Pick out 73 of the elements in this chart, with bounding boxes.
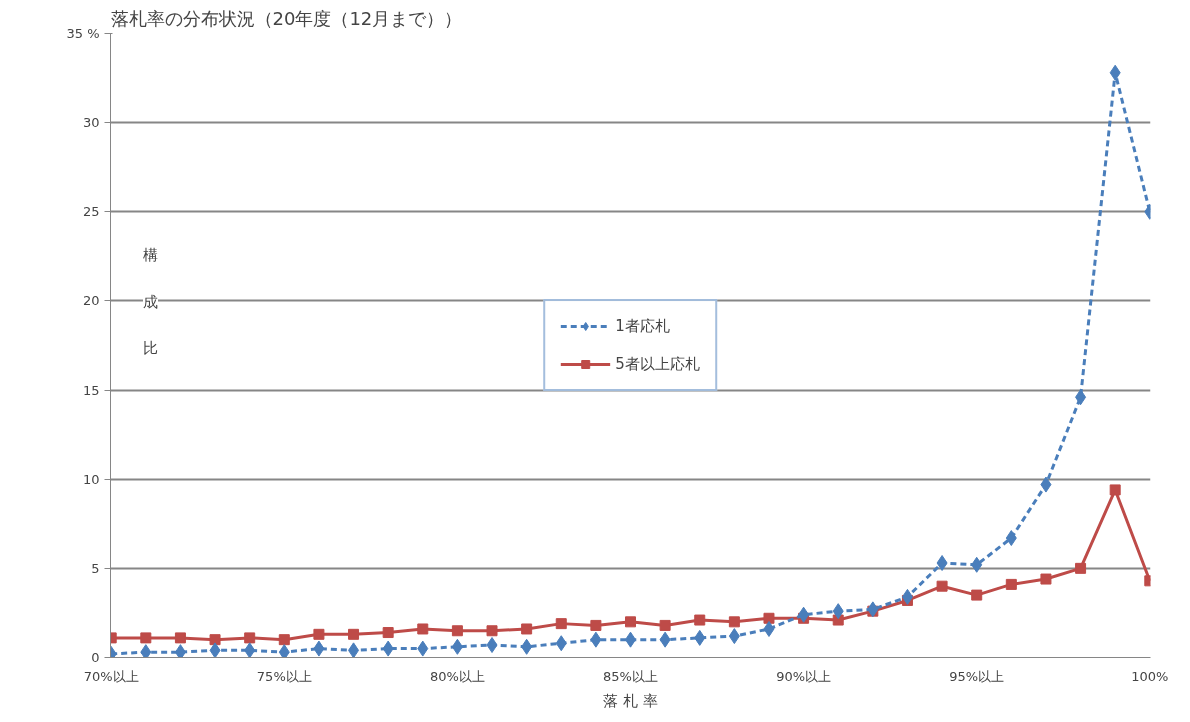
point [244,632,256,644]
point [348,628,360,640]
point [278,644,290,658]
x-tick-label: 100% [1131,668,1169,684]
y-tick-label: 15 [82,382,100,398]
point [555,635,567,652]
point [971,556,983,573]
text: 構成比 [143,245,158,358]
point [659,619,671,631]
point [1075,389,1087,406]
point [209,634,221,646]
point [728,616,740,628]
point [1005,578,1017,590]
point [417,640,429,657]
point [763,612,775,624]
point [348,642,360,658]
point [1109,484,1121,496]
point [694,614,706,626]
point [451,625,463,637]
point [140,644,152,658]
point [555,618,567,630]
point [521,638,533,655]
point [1040,573,1052,585]
point [867,601,879,618]
point [313,628,325,640]
point [1109,64,1121,81]
point [209,642,221,658]
y-tick-label: 5 [91,560,100,576]
point [140,632,152,644]
point [901,588,913,605]
x-tick-label: 75%以上 [256,668,312,684]
y-tick-label: 0 [91,650,100,665]
x-axis-title: 落 札 率 [603,691,658,710]
x-tick-label: 90%以上 [776,668,832,684]
y-tick-label: 20 [82,293,100,309]
point [486,637,498,654]
point [798,606,810,623]
point [417,623,429,635]
point [590,631,602,648]
point [451,638,463,655]
point [521,623,533,635]
point [174,632,186,644]
point [936,555,948,572]
point [486,625,498,637]
x-tick-label: 95%以上 [949,668,1005,684]
legend-label: 1者応札 [615,316,670,336]
point [625,616,636,628]
point [590,619,602,631]
point [1040,476,1052,493]
x-tick-label: 70%以上 [83,668,139,684]
y-tick-label: 10 [82,471,100,487]
point [971,589,983,601]
y-tick-label: 30 [82,115,100,131]
y-tick-label: 35 % [66,26,100,41]
point [1005,530,1017,547]
point [382,627,394,639]
point [659,631,671,648]
point [936,580,948,592]
chart-title: 落札率の分布状況（20年度（12月まで）） [110,7,463,29]
y-tick-label: 25 [82,204,100,220]
point [694,629,706,646]
point [244,642,256,658]
point [1075,562,1087,574]
point [313,640,325,657]
point [382,640,394,657]
point [832,603,844,620]
legend-label: 5者以上応札 [615,354,700,374]
point [174,644,186,658]
point [728,628,740,645]
point [763,620,775,637]
x-tick-label: 80%以上 [429,668,485,684]
x-tick-label: 85%以上 [603,668,658,684]
point [278,634,290,646]
